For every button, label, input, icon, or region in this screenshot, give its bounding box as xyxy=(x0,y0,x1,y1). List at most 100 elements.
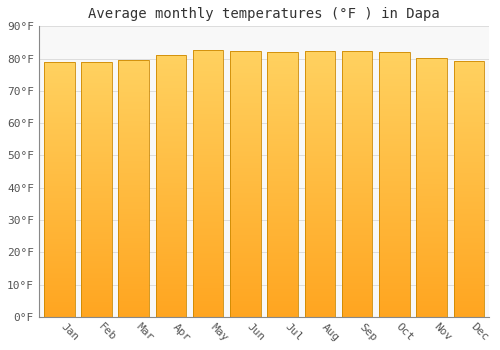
Bar xyxy=(304,219,335,221)
Bar xyxy=(44,184,74,186)
Bar xyxy=(454,104,484,105)
Bar xyxy=(342,204,372,205)
Bar xyxy=(268,119,298,121)
Bar xyxy=(304,296,335,298)
Bar xyxy=(379,289,410,290)
Bar xyxy=(44,91,74,93)
Bar xyxy=(342,80,372,82)
Bar xyxy=(230,198,260,200)
Bar xyxy=(118,221,149,223)
Bar xyxy=(342,115,372,117)
Bar xyxy=(44,137,74,139)
Bar xyxy=(44,122,74,124)
Bar xyxy=(304,280,335,281)
Bar xyxy=(304,184,335,186)
Bar xyxy=(81,72,112,74)
Bar xyxy=(454,312,484,313)
Bar xyxy=(342,147,372,149)
Bar xyxy=(156,82,186,83)
Bar xyxy=(416,279,447,281)
Bar xyxy=(193,60,224,62)
Bar xyxy=(416,68,447,70)
Bar xyxy=(379,183,410,184)
Bar xyxy=(379,137,410,139)
Bar xyxy=(454,148,484,149)
Bar xyxy=(416,184,447,186)
Bar xyxy=(268,56,298,58)
Bar xyxy=(44,296,74,298)
Bar xyxy=(416,234,447,236)
Bar xyxy=(156,55,186,317)
Bar xyxy=(81,146,112,147)
Bar xyxy=(81,176,112,178)
Bar xyxy=(193,287,224,288)
Bar xyxy=(304,306,335,308)
Bar xyxy=(156,275,186,277)
Bar xyxy=(44,62,74,64)
Bar xyxy=(193,278,224,279)
Bar xyxy=(230,73,260,75)
Bar xyxy=(379,250,410,252)
Bar xyxy=(44,74,74,76)
Bar xyxy=(416,307,447,308)
Bar xyxy=(118,150,149,152)
Bar xyxy=(379,75,410,77)
Bar xyxy=(416,165,447,167)
Bar xyxy=(193,114,224,116)
Bar xyxy=(379,181,410,183)
Bar xyxy=(454,259,484,260)
Bar xyxy=(193,224,224,226)
Bar xyxy=(44,124,74,125)
Bar xyxy=(44,232,74,234)
Bar xyxy=(454,276,484,278)
Bar xyxy=(118,142,149,143)
Bar xyxy=(118,103,149,104)
Bar xyxy=(268,60,298,61)
Bar xyxy=(230,152,260,154)
Bar xyxy=(342,274,372,276)
Bar xyxy=(81,273,112,274)
Bar xyxy=(230,68,260,69)
Bar xyxy=(416,63,447,65)
Bar xyxy=(230,119,260,120)
Bar xyxy=(416,308,447,310)
Bar xyxy=(44,208,74,210)
Bar xyxy=(230,106,260,108)
Bar xyxy=(156,304,186,306)
Bar xyxy=(379,223,410,225)
Bar xyxy=(304,207,335,209)
Bar xyxy=(118,313,149,315)
Bar xyxy=(118,116,149,118)
Bar xyxy=(230,55,260,57)
Bar xyxy=(156,170,186,172)
Bar xyxy=(81,249,112,251)
Bar xyxy=(304,83,335,85)
Bar xyxy=(304,144,335,145)
Bar xyxy=(416,296,447,298)
Bar xyxy=(230,85,260,87)
Bar xyxy=(230,60,260,62)
Bar xyxy=(454,278,484,279)
Bar xyxy=(342,82,372,83)
Bar xyxy=(230,303,260,304)
Bar xyxy=(379,301,410,303)
Bar xyxy=(454,206,484,208)
Bar xyxy=(416,163,447,165)
Bar xyxy=(81,118,112,120)
Bar xyxy=(342,106,372,108)
Bar xyxy=(193,181,224,183)
Bar xyxy=(230,108,260,110)
Bar xyxy=(118,137,149,139)
Bar xyxy=(230,97,260,99)
Bar xyxy=(268,192,298,194)
Bar xyxy=(81,205,112,206)
Bar xyxy=(81,215,112,217)
Bar xyxy=(379,141,410,142)
Bar xyxy=(81,239,112,240)
Bar xyxy=(193,80,224,82)
Bar xyxy=(230,266,260,267)
Bar xyxy=(230,312,260,313)
Bar xyxy=(416,124,447,125)
Bar xyxy=(379,88,410,90)
Bar xyxy=(342,306,372,308)
